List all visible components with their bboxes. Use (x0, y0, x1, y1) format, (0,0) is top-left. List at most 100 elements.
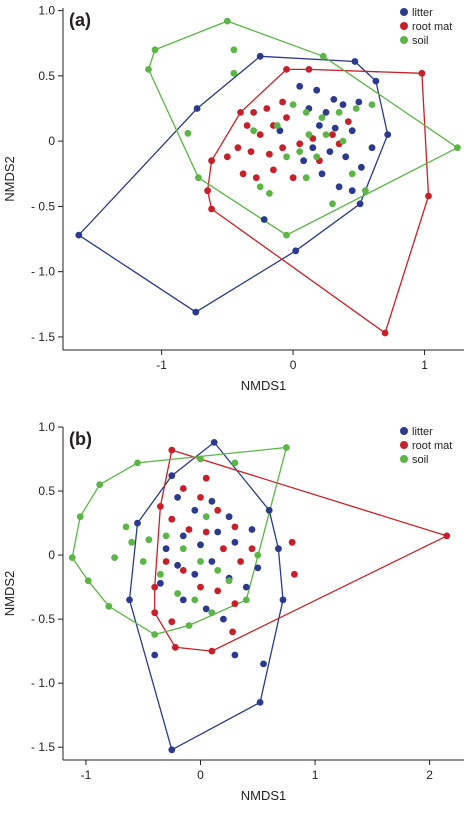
point-root-mat (381, 329, 389, 337)
hull-root-mat (154, 449, 449, 652)
point-root-mat (270, 166, 277, 174)
point-litter (248, 526, 256, 533)
point-litter (256, 699, 264, 706)
point-soil (185, 622, 193, 629)
point-soil (151, 631, 159, 638)
point-soil (319, 52, 327, 60)
point-litter (191, 506, 199, 514)
y-tick-label: 0.5 (38, 69, 55, 83)
point-soil (184, 129, 192, 137)
point-soil (195, 174, 202, 182)
x-tick-label: -1 (156, 358, 167, 372)
point-litter (168, 746, 176, 754)
legend-label: root mat (412, 21, 452, 33)
point-root-mat (237, 109, 244, 116)
point-soil (256, 183, 264, 191)
point-litter (174, 494, 182, 501)
point-root-mat (239, 170, 247, 178)
point-root-mat (214, 506, 222, 514)
panel-label: (b) (69, 429, 92, 449)
point-litter (368, 144, 376, 152)
point-soil (145, 536, 153, 544)
point-litter (197, 541, 204, 549)
point-root-mat (168, 618, 176, 626)
nmds-chart-a: 1.0 0.5 0 - 0.5 - 1.0 - 1.5 -1 0 1 NMDS1 NMDS2 (a) l… (2, 4, 464, 393)
legend-marker-root-mat (400, 22, 408, 30)
point-root-mat (208, 205, 216, 213)
y-tick-label: 1.0 (38, 420, 55, 434)
point-litter (157, 579, 164, 587)
point-root-mat (279, 98, 286, 106)
point-root-mat (296, 140, 304, 148)
point-root-mat (231, 523, 239, 531)
point-soil (283, 231, 290, 239)
y-tick-label: 0 (48, 134, 55, 148)
point-litter (134, 519, 141, 527)
point-litter (318, 170, 326, 178)
point-litter (210, 439, 218, 446)
hull-litter (128, 441, 284, 751)
point-root-mat (425, 192, 432, 200)
point-litter (358, 163, 365, 171)
point-root-mat (305, 66, 313, 73)
point-soil (242, 596, 250, 604)
point-litter (331, 124, 339, 132)
y-axis-title: NMDS2 (2, 156, 17, 202)
legend-label: soil (412, 35, 429, 47)
point-soil (230, 69, 238, 77)
point-soil (348, 170, 356, 178)
point-root-mat (157, 503, 164, 510)
point-root-mat (171, 643, 179, 651)
point-soil (322, 131, 330, 139)
point-soil (302, 174, 310, 182)
x-tick-label: 1 (421, 358, 428, 372)
point-litter (231, 651, 239, 659)
point-litter (279, 596, 287, 604)
x-tick-label: 1 (312, 768, 319, 782)
point-litter (162, 545, 170, 553)
point-litter (330, 96, 338, 103)
point-litter (179, 596, 187, 604)
nmds-chart-b: 1.0 0.5 0 - 0.5 - 1.0 - 1.5 -1 0 1 2 NMDS1 NMDS2 (b)… (2, 420, 464, 803)
point-litter (208, 558, 216, 565)
point-root-mat (168, 446, 176, 454)
y-tick-label: - 0.5 (31, 199, 55, 213)
y-tick-label: 1.0 (38, 4, 55, 18)
hull-soil (147, 20, 459, 236)
point-soil (151, 46, 159, 54)
x-tick-label: 2 (426, 768, 433, 782)
point-litter (372, 77, 380, 85)
legend-label: litter (412, 7, 433, 19)
point-soil (134, 459, 141, 467)
point-soil (454, 144, 461, 152)
y-tick-label: 0.5 (38, 484, 55, 498)
point-soil (197, 455, 204, 463)
point-litter (322, 109, 330, 116)
point-root-mat (243, 122, 251, 129)
point-root-mat (229, 628, 237, 636)
y-tick-label: - 0.5 (31, 612, 55, 626)
point-litter (326, 148, 334, 156)
point-soil (283, 444, 290, 451)
point-soil (362, 187, 369, 195)
point-root-mat (344, 118, 352, 125)
point-soil (329, 200, 336, 208)
point-root-mat (248, 545, 256, 553)
y-tick-label: 0 (48, 548, 55, 562)
point-litter (174, 561, 182, 569)
y-tick-label: - 1.5 (31, 740, 55, 754)
point-litter (316, 122, 323, 129)
point-soil (191, 596, 199, 604)
point-litter (342, 153, 350, 161)
legend-marker-litter (400, 427, 408, 435)
point-litter (348, 187, 356, 195)
point-root-mat (291, 570, 298, 578)
point-litter (192, 308, 200, 316)
point-root-mat (214, 587, 222, 595)
point-root-mat (443, 532, 451, 540)
point-litter (296, 82, 304, 90)
x-axis-title: NMDS1 (241, 378, 287, 393)
point-litter (191, 570, 199, 578)
point-root-mat (202, 528, 210, 536)
point-soil (202, 513, 210, 521)
